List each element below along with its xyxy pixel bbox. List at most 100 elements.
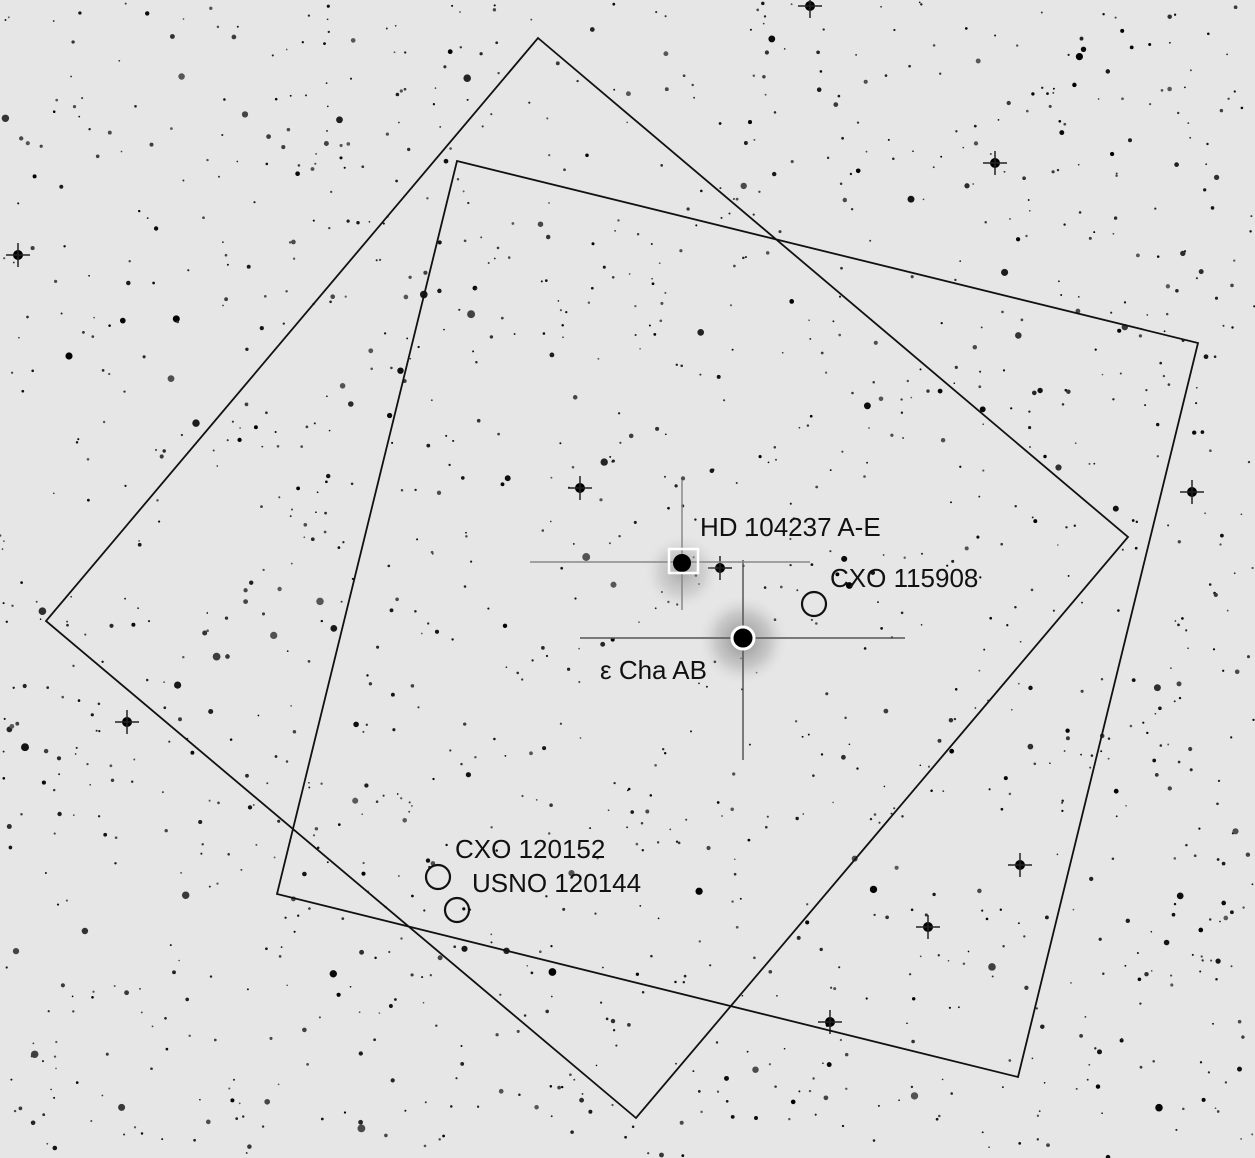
star	[32, 174, 37, 179]
star	[4, 19, 7, 21]
star	[877, 601, 879, 604]
star	[222, 304, 224, 307]
star	[976, 535, 980, 539]
star	[559, 309, 562, 312]
star	[434, 87, 437, 89]
star	[962, 146, 965, 149]
star	[1040, 11, 1043, 14]
star	[290, 508, 294, 511]
star	[330, 190, 333, 194]
star	[1096, 1049, 1103, 1055]
star	[733, 264, 736, 268]
star	[1027, 743, 1034, 750]
star	[110, 778, 115, 782]
star	[611, 1103, 614, 1107]
star	[1115, 172, 1118, 175]
star	[71, 995, 74, 998]
star	[1160, 89, 1164, 92]
star	[489, 335, 494, 339]
star	[1233, 259, 1236, 262]
star	[87, 498, 90, 502]
star	[208, 708, 214, 715]
star	[61, 695, 64, 699]
star	[1177, 623, 1180, 627]
star	[507, 256, 511, 259]
star	[1125, 804, 1127, 807]
star	[698, 682, 700, 685]
star	[1188, 746, 1193, 752]
star	[385, 132, 390, 136]
star	[628, 273, 631, 275]
star	[10, 371, 14, 374]
star	[557, 300, 560, 302]
star	[361, 871, 366, 876]
star	[872, 1139, 876, 1142]
star	[475, 361, 478, 364]
star	[368, 348, 374, 354]
star	[462, 907, 466, 911]
star	[75, 1081, 79, 1084]
star	[246, 264, 251, 269]
star	[1018, 1142, 1022, 1145]
star	[549, 1085, 553, 1088]
star	[5, 620, 9, 624]
star	[1167, 86, 1172, 92]
star	[545, 654, 549, 658]
star	[1195, 402, 1198, 405]
star	[389, 608, 394, 613]
star	[542, 332, 546, 335]
star	[326, 861, 329, 864]
star	[639, 348, 641, 350]
star	[77, 438, 80, 441]
star	[140, 1011, 143, 1014]
star	[407, 147, 411, 152]
star	[1107, 737, 1111, 740]
star	[455, 1077, 458, 1080]
star	[768, 35, 776, 43]
star	[767, 461, 770, 464]
star	[400, 488, 404, 492]
star	[1000, 807, 1004, 811]
star	[237, 437, 242, 443]
star	[297, 914, 300, 917]
star	[709, 468, 715, 474]
star	[731, 348, 734, 351]
star	[790, 3, 793, 6]
star	[569, 1073, 572, 1077]
star	[773, 446, 777, 449]
star	[42, 1113, 46, 1117]
star	[307, 660, 311, 663]
star	[261, 445, 264, 448]
star	[108, 372, 111, 376]
star	[910, 1085, 914, 1089]
star	[245, 347, 249, 352]
star	[1117, 328, 1122, 333]
star	[225, 654, 230, 659]
star	[434, 629, 440, 634]
star	[932, 166, 935, 169]
star	[151, 1025, 154, 1028]
star	[86, 457, 90, 461]
star	[364, 783, 369, 788]
star	[1101, 373, 1104, 376]
star	[289, 94, 292, 97]
star	[1252, 718, 1255, 722]
star	[472, 350, 475, 353]
star	[26, 315, 29, 319]
star	[1080, 689, 1084, 693]
star	[595, 1064, 598, 1067]
star	[1199, 1061, 1203, 1064]
star	[341, 917, 345, 920]
star	[1046, 92, 1049, 95]
star	[323, 42, 326, 45]
star	[894, 865, 899, 870]
star	[1195, 386, 1198, 389]
star	[819, 947, 823, 952]
star	[337, 546, 341, 549]
star	[1079, 1034, 1083, 1038]
star	[1028, 209, 1031, 212]
star	[1031, 1057, 1034, 1060]
star	[1193, 854, 1197, 858]
star	[698, 940, 701, 943]
